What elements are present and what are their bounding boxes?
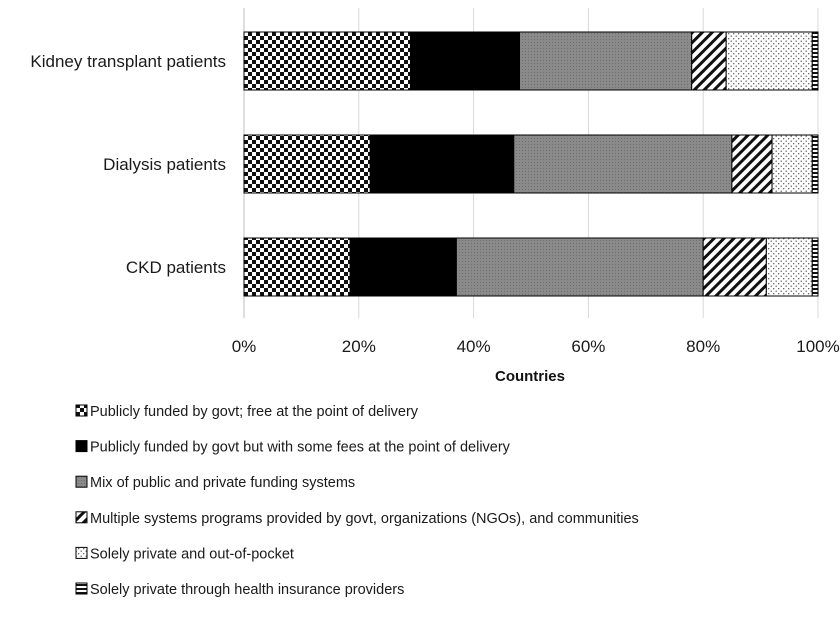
x-tick-label: 100%: [796, 337, 839, 356]
category-label: CKD patients: [126, 258, 226, 277]
bar-segment: [702, 237, 767, 297]
x-tick-label: 20%: [342, 337, 376, 356]
bar-segment: [243, 237, 351, 297]
bar-segment: [731, 134, 773, 194]
legend-label: Multiple systems programs provided by go…: [90, 511, 639, 527]
legend-swatch: [75, 440, 88, 453]
bar-segment: [243, 31, 411, 91]
category-labels: Kidney transplant patients Dialysis patie…: [30, 52, 226, 277]
x-tick-label: 60%: [571, 337, 605, 356]
bar-segment: [811, 31, 819, 91]
bar-segment: [771, 134, 813, 194]
legend-swatch: [75, 404, 88, 417]
category-label: Dialysis patients: [103, 155, 226, 174]
legend-label: Solely private through health insurance …: [90, 582, 404, 598]
legend-label: Solely private and out-of-pocket: [90, 546, 294, 562]
legend: Publicly funded by govt; free at the poi…: [75, 404, 639, 598]
legend-label: Mix of public and private funding system…: [90, 475, 355, 491]
bar-segment: [369, 134, 515, 194]
legend-swatch: [75, 546, 88, 559]
legend-label: Publicly funded by govt; free at the poi…: [90, 404, 419, 420]
bar-segment: [349, 237, 457, 297]
bar-segment: [409, 31, 521, 91]
bar-segment: [519, 31, 693, 91]
bar-segment: [811, 134, 819, 194]
bars: [243, 31, 819, 297]
legend-swatch: [75, 475, 88, 488]
legend-swatch: [75, 511, 88, 524]
legend-label: Publicly funded by govt but with some fe…: [90, 440, 511, 456]
x-axis-title: Countries: [495, 368, 565, 385]
bar-segment: [765, 237, 813, 297]
legend-swatch: [75, 582, 88, 595]
bar-segment: [691, 31, 727, 91]
bar-segment: [513, 134, 733, 194]
bar-segment: [455, 237, 704, 297]
x-tick-labels: 0% 20% 40% 60% 80% 100%: [232, 337, 840, 356]
x-tick-label: 0%: [232, 337, 257, 356]
x-tick-label: 40%: [457, 337, 491, 356]
bar-segment: [243, 134, 371, 194]
bar-segment: [725, 31, 813, 91]
x-tick-label: 80%: [686, 337, 720, 356]
category-label: Kidney transplant patients: [30, 52, 226, 71]
bar-segment: [811, 237, 819, 297]
